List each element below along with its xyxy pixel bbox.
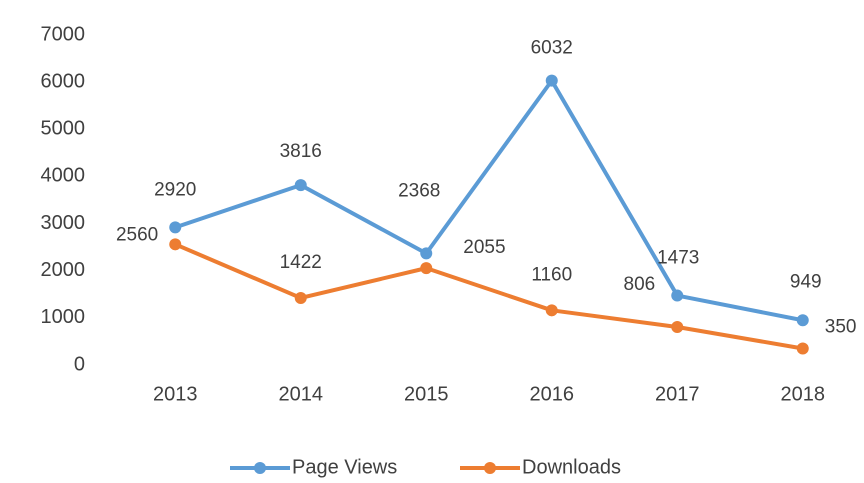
y-tick-label: 6000 [41,70,86,92]
data-label: 949 [790,271,822,292]
data-label: 806 [624,274,656,295]
point [796,314,809,327]
point [796,342,809,355]
point [545,304,558,317]
point [420,247,433,260]
point [294,179,307,192]
point [545,74,558,87]
x-tick-label: 2018 [781,383,826,405]
legend-label: Page Views [292,456,397,478]
series-line [174,242,804,351]
x-tick-label: 2013 [153,383,198,405]
y-tick-label: 0 [74,353,85,375]
data-label: 1160 [531,264,572,285]
point [420,262,433,275]
point [169,221,182,234]
data-label: 2560 [116,224,158,245]
x-tick-label: 2015 [404,383,449,405]
data-label: 1422 [280,252,322,273]
point [294,291,307,304]
y-tick-label: 7000 [41,23,86,45]
y-tick-label: 2000 [41,259,86,281]
data-label: 6032 [531,38,573,59]
y-tick-label: 1000 [41,306,86,328]
point [169,238,182,251]
data-label: 1473 [657,248,699,269]
x-tick-label: 2014 [279,383,324,405]
series-line [174,78,804,323]
x-tick-label: 2017 [655,383,700,405]
x-tick-label: 2016 [530,383,575,405]
y-tick-label: 5000 [41,118,86,140]
legend-label: Downloads [522,456,621,478]
data-label: 2368 [398,180,440,201]
legend-marker [254,462,266,474]
point [671,289,684,302]
data-label: 2920 [154,179,196,200]
point [671,321,684,334]
data-label: 350 [825,317,857,338]
y-tick-label: 3000 [41,212,86,234]
data-label: 2055 [463,237,505,258]
data-label: 3816 [280,141,322,162]
legend-marker [484,462,496,474]
y-tick-label: 4000 [41,165,86,187]
